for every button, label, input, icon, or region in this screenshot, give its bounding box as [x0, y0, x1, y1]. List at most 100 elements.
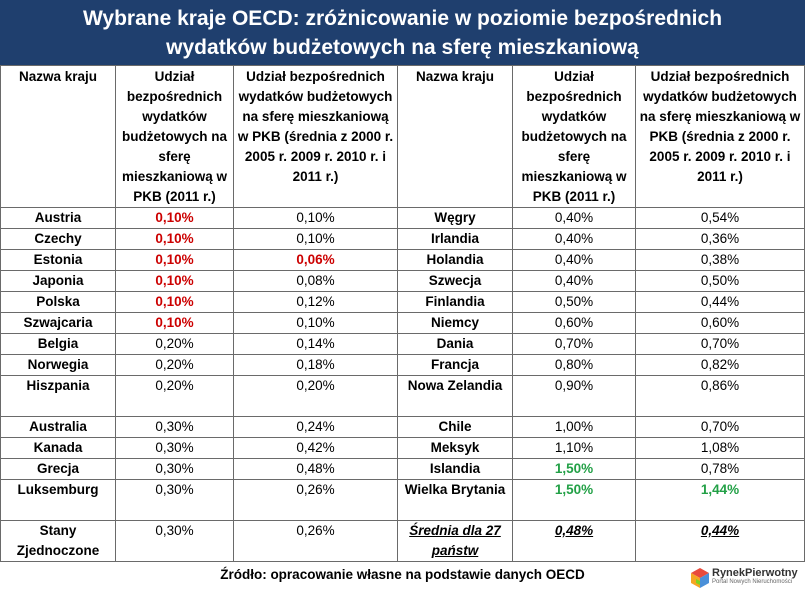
table-row: Kanada 0,30% 0,42% Meksyk 1,10% 1,08%	[0, 437, 805, 459]
value-avg-cell: 0,82%	[635, 354, 805, 376]
value-2011-cell: 0,40%	[512, 270, 636, 292]
country-cell: Irlandia	[397, 228, 513, 250]
country-cell: Luksemburg	[0, 479, 116, 521]
value-avg-cell: 0,14%	[233, 333, 398, 355]
value-avg-cell: 0,10%	[233, 207, 398, 229]
country-cell: Dania	[397, 333, 513, 355]
source-note: Źródło: opracowanie własne na podstawie …	[220, 567, 585, 582]
country-cell: Czechy	[0, 228, 116, 250]
value-2011-cell: 0,90%	[512, 375, 636, 417]
value-avg-cell: 0,20%	[233, 375, 398, 417]
header-country-right: Nazwa kraju	[397, 65, 513, 208]
value-2011-cell: 0,20%	[115, 333, 234, 355]
value-2011-cell: 0,20%	[115, 375, 234, 417]
value-2011-cell: 0,10%	[115, 291, 234, 313]
value-avg-cell: 0,86%	[635, 375, 805, 417]
value-2011-cell: 0,40%	[512, 228, 636, 250]
logo-icon	[691, 568, 709, 588]
value-avg-cell: 0,54%	[635, 207, 805, 229]
value-avg-cell: 0,78%	[635, 458, 805, 480]
value-2011-cell: 0,10%	[115, 249, 234, 271]
country-cell: Islandia	[397, 458, 513, 480]
table-row: Luksemburg 0,30% 0,26% Wielka Brytania 1…	[0, 479, 805, 521]
country-cell: Holandia	[397, 249, 513, 271]
country-cell: Finlandia	[397, 291, 513, 313]
title-banner: Wybrane kraje OECD: zróżnicowanie w pozi…	[0, 0, 805, 65]
country-cell: Japonia	[0, 270, 116, 292]
value-avg-cell: 0,06%	[233, 249, 398, 271]
value-avg-cell: 0,70%	[635, 416, 805, 438]
header-row: Nazwa kraju Udział bezpośrednich wydatkó…	[0, 65, 805, 208]
table-row: Szwajcaria 0,10% 0,10% Niemcy 0,60% 0,60…	[0, 312, 805, 334]
value-avg-cell: 0,12%	[233, 291, 398, 313]
logo-tagline: Portal Nowych Nieruchomości	[712, 579, 793, 585]
header-share-2011-left: Udział bezpośrednich wydatków budżetowyc…	[115, 65, 234, 208]
title-line-2: wydatków budżetowych na sferę mieszkanio…	[166, 36, 639, 59]
value-avg-cell: 0,26%	[233, 479, 398, 521]
value-avg-cell: 0,18%	[233, 354, 398, 376]
country-cell: Polska	[0, 291, 116, 313]
country-cell: Kanada	[0, 437, 116, 459]
logo-name: RynekPierwotny	[712, 567, 798, 579]
value-avg-cell: 0,70%	[635, 333, 805, 355]
value-avg-cell: 0,60%	[635, 312, 805, 334]
header-share-2011-right: Udział bezpośrednich wydatków budżetowyc…	[512, 65, 636, 208]
country-cell: Niemcy	[397, 312, 513, 334]
table-row: Grecja 0,30% 0,48% Islandia 1,50% 0,78%	[0, 458, 805, 480]
value-2011-cell: 0,10%	[115, 228, 234, 250]
value-2011-cell: 1,50%	[512, 458, 636, 480]
country-cell: Szwecja	[397, 270, 513, 292]
country-cell: Francja	[397, 354, 513, 376]
value-2011-cell: 0,80%	[512, 354, 636, 376]
value-2011-cell: 0,30%	[115, 437, 234, 459]
country-cell: Wielka Brytania	[397, 479, 513, 521]
value-avg-cell: 1,44%	[635, 479, 805, 521]
country-cell: Chile	[397, 416, 513, 438]
value-avg-cell: 0,10%	[233, 228, 398, 250]
value-2011-cell: 0,20%	[115, 354, 234, 376]
title-line-1: Wybrane kraje OECD: zróżnicowanie w pozi…	[82, 7, 723, 30]
country-cell: Australia	[0, 416, 116, 438]
table-row: Stany Zjednoczone 0,30% 0,26% Średnia dl…	[0, 520, 805, 562]
country-cell: Węgry	[397, 207, 513, 229]
value-2011-cell: 1,00%	[512, 416, 636, 438]
value-2011-cell: 0,10%	[115, 270, 234, 292]
country-cell: Belgia	[0, 333, 116, 355]
table-row: Czechy 0,10% 0,10% Irlandia 0,40% 0,36%	[0, 228, 805, 250]
average-label-cell: Średnia dla 27 państw	[397, 520, 513, 562]
value-2011-cell: 0,30%	[115, 458, 234, 480]
country-cell: Estonia	[0, 249, 116, 271]
header-share-avg-left: Udział bezpośrednich wydatków budżetowyc…	[233, 65, 398, 208]
country-cell: Hiszpania	[0, 375, 116, 417]
table-row: Estonia 0,10% 0,06% Holandia 0,40% 0,38%	[0, 249, 805, 271]
table-row: Polska 0,10% 0,12% Finlandia 0,50% 0,44%	[0, 291, 805, 313]
value-2011-cell: 0,30%	[115, 520, 234, 562]
data-table: Nazwa kraju Udział bezpośrednich wydatkó…	[0, 65, 805, 562]
value-2011-cell: 0,10%	[115, 207, 234, 229]
table-row: Norwegia 0,20% 0,18% Francja 0,80% 0,82%	[0, 354, 805, 376]
value-2011-cell: 0,40%	[512, 207, 636, 229]
table-row: Japonia 0,10% 0,08% Szwecja 0,40% 0,50%	[0, 270, 805, 292]
country-cell: Szwajcaria	[0, 312, 116, 334]
value-avg-cell: 0,36%	[635, 228, 805, 250]
header-country-left: Nazwa kraju	[0, 65, 116, 208]
value-avg-cell: 0,26%	[233, 520, 398, 562]
country-cell: Austria	[0, 207, 116, 229]
country-cell: Norwegia	[0, 354, 116, 376]
value-2011-cell: 1,50%	[512, 479, 636, 521]
value-2011-cell: 1,10%	[512, 437, 636, 459]
header-share-avg-right: Udział bezpośrednich wydatków budżetowyc…	[635, 65, 805, 208]
country-cell: Meksyk	[397, 437, 513, 459]
value-avg-cell: 0,10%	[233, 312, 398, 334]
value-avg-cell: 0,48%	[233, 458, 398, 480]
value-2011-cell: 0,40%	[512, 249, 636, 271]
value-2011-cell: 0,30%	[115, 416, 234, 438]
value-2011-cell: 0,70%	[512, 333, 636, 355]
value-avg-cell: 1,08%	[635, 437, 805, 459]
value-2011-cell: 0,50%	[512, 291, 636, 313]
value-avg-cell: 0,38%	[635, 249, 805, 271]
country-cell: Nowa Zelandia	[397, 375, 513, 417]
country-cell: Stany Zjednoczone	[0, 520, 116, 562]
value-avg-cell: 0,44%	[635, 291, 805, 313]
rynekpierwotny-logo: RynekPierwotny Portal Nowych Nieruchomoś…	[690, 566, 802, 590]
